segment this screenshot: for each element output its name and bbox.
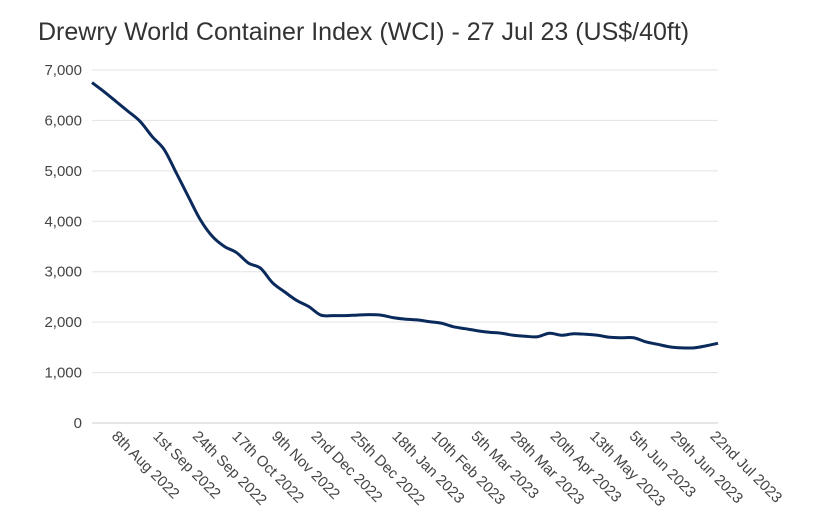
y-tick-label: 2,000 [44, 314, 82, 331]
y-tick-label: 0 [74, 415, 82, 432]
y-tick-label: 3,000 [44, 264, 82, 281]
y-tick-label: 4,000 [44, 213, 82, 230]
y-tick-label: 7,000 [44, 62, 82, 79]
chart-title: Drewry World Container Index (WCI) - 27 … [38, 18, 690, 46]
gridlines [92, 69, 718, 424]
y-tick-label: 6,000 [44, 112, 82, 129]
series-line-wci [91, 81, 719, 350]
y-tick-label: 1,000 [44, 365, 82, 382]
series-lines [91, 81, 719, 350]
y-tick-label: 5,000 [44, 163, 82, 180]
y-axis: 0 1,000 2,000 3,000 4,000 5,000 6,000 7,000 [44, 62, 82, 432]
